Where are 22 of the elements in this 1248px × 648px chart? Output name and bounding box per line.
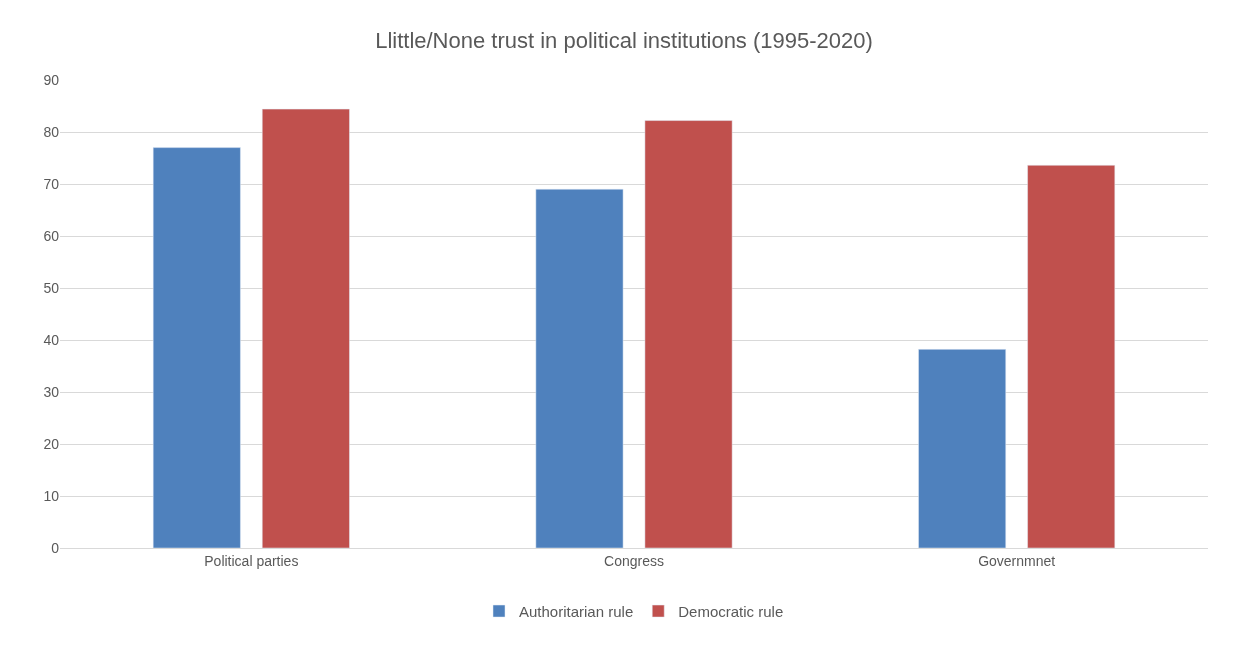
x-tick-label: Congress <box>604 552 664 569</box>
y-tick-label: 10 <box>43 487 60 504</box>
y-tick-label: 70 <box>43 175 60 192</box>
legend-label: Democratic rule <box>678 602 784 620</box>
bar <box>644 120 733 548</box>
y-tick-label: 50 <box>43 279 60 296</box>
chart-title: Llittle/None trust in political institutions (1995-2020) <box>375 27 873 53</box>
y-tick-label: 80 <box>43 123 60 140</box>
bar <box>1027 165 1116 548</box>
y-tick-label: 0 <box>51 539 60 556</box>
x-tick-label: Political parties <box>204 552 299 569</box>
y-tick-label: 40 <box>43 331 60 348</box>
y-tick-label: 60 <box>43 227 60 244</box>
x-tick-label: Governmnet <box>978 552 1056 569</box>
y-tick-label: 30 <box>43 383 60 400</box>
legend-label: Authoritarian rule <box>519 602 634 620</box>
y-tick-label: 20 <box>43 435 60 452</box>
bar <box>918 349 1007 548</box>
bar <box>535 188 624 548</box>
bar <box>261 108 350 548</box>
y-tick-label: 90 <box>43 71 60 88</box>
bar <box>152 147 241 548</box>
